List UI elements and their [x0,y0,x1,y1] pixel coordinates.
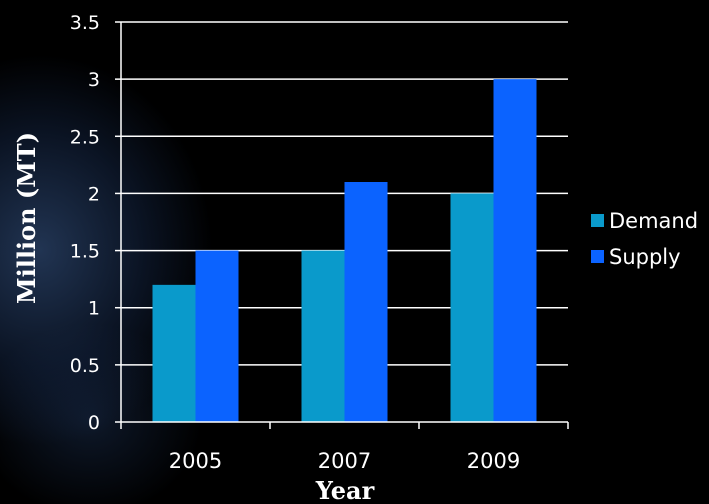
legend-swatch-supply [591,250,604,263]
y-tick-label: 1.5 [70,241,100,263]
x-axis-title: Year [315,476,375,504]
bar-demand-2009 [450,193,494,422]
y-tick-label: 1 [88,298,100,320]
y-tick-label: 3.5 [70,12,100,34]
y-tick-label: 3 [88,69,100,91]
bar-supply-2009 [493,79,537,423]
x-tick-label: 2007 [318,449,371,473]
y-axis-title: Million (MT) [12,132,41,304]
legend-label-supply: Supply [609,245,681,269]
y-tick-label: 0 [88,412,100,434]
bar-series [152,79,537,423]
x-tick-label: 2009 [467,449,520,473]
bar-demand-2005 [152,284,196,422]
legend-label-demand: Demand [609,209,698,233]
y-tick-label: 2 [88,183,100,205]
y-tick-label: 2.5 [70,126,100,148]
legend: Demand Supply [591,209,698,269]
axes [115,21,569,429]
bar-demand-2007 [301,250,345,422]
x-tick-label: 2005 [169,449,222,473]
y-tick-labels: 0 0.5 1 1.5 2 2.5 3 3.5 [70,12,100,434]
bar-supply-2005 [195,250,239,422]
x-tick-labels: 2005 2007 2009 [169,449,520,473]
bar-supply-2007 [344,182,388,422]
legend-swatch-demand [591,214,604,227]
y-tick-label: 0.5 [70,355,100,377]
